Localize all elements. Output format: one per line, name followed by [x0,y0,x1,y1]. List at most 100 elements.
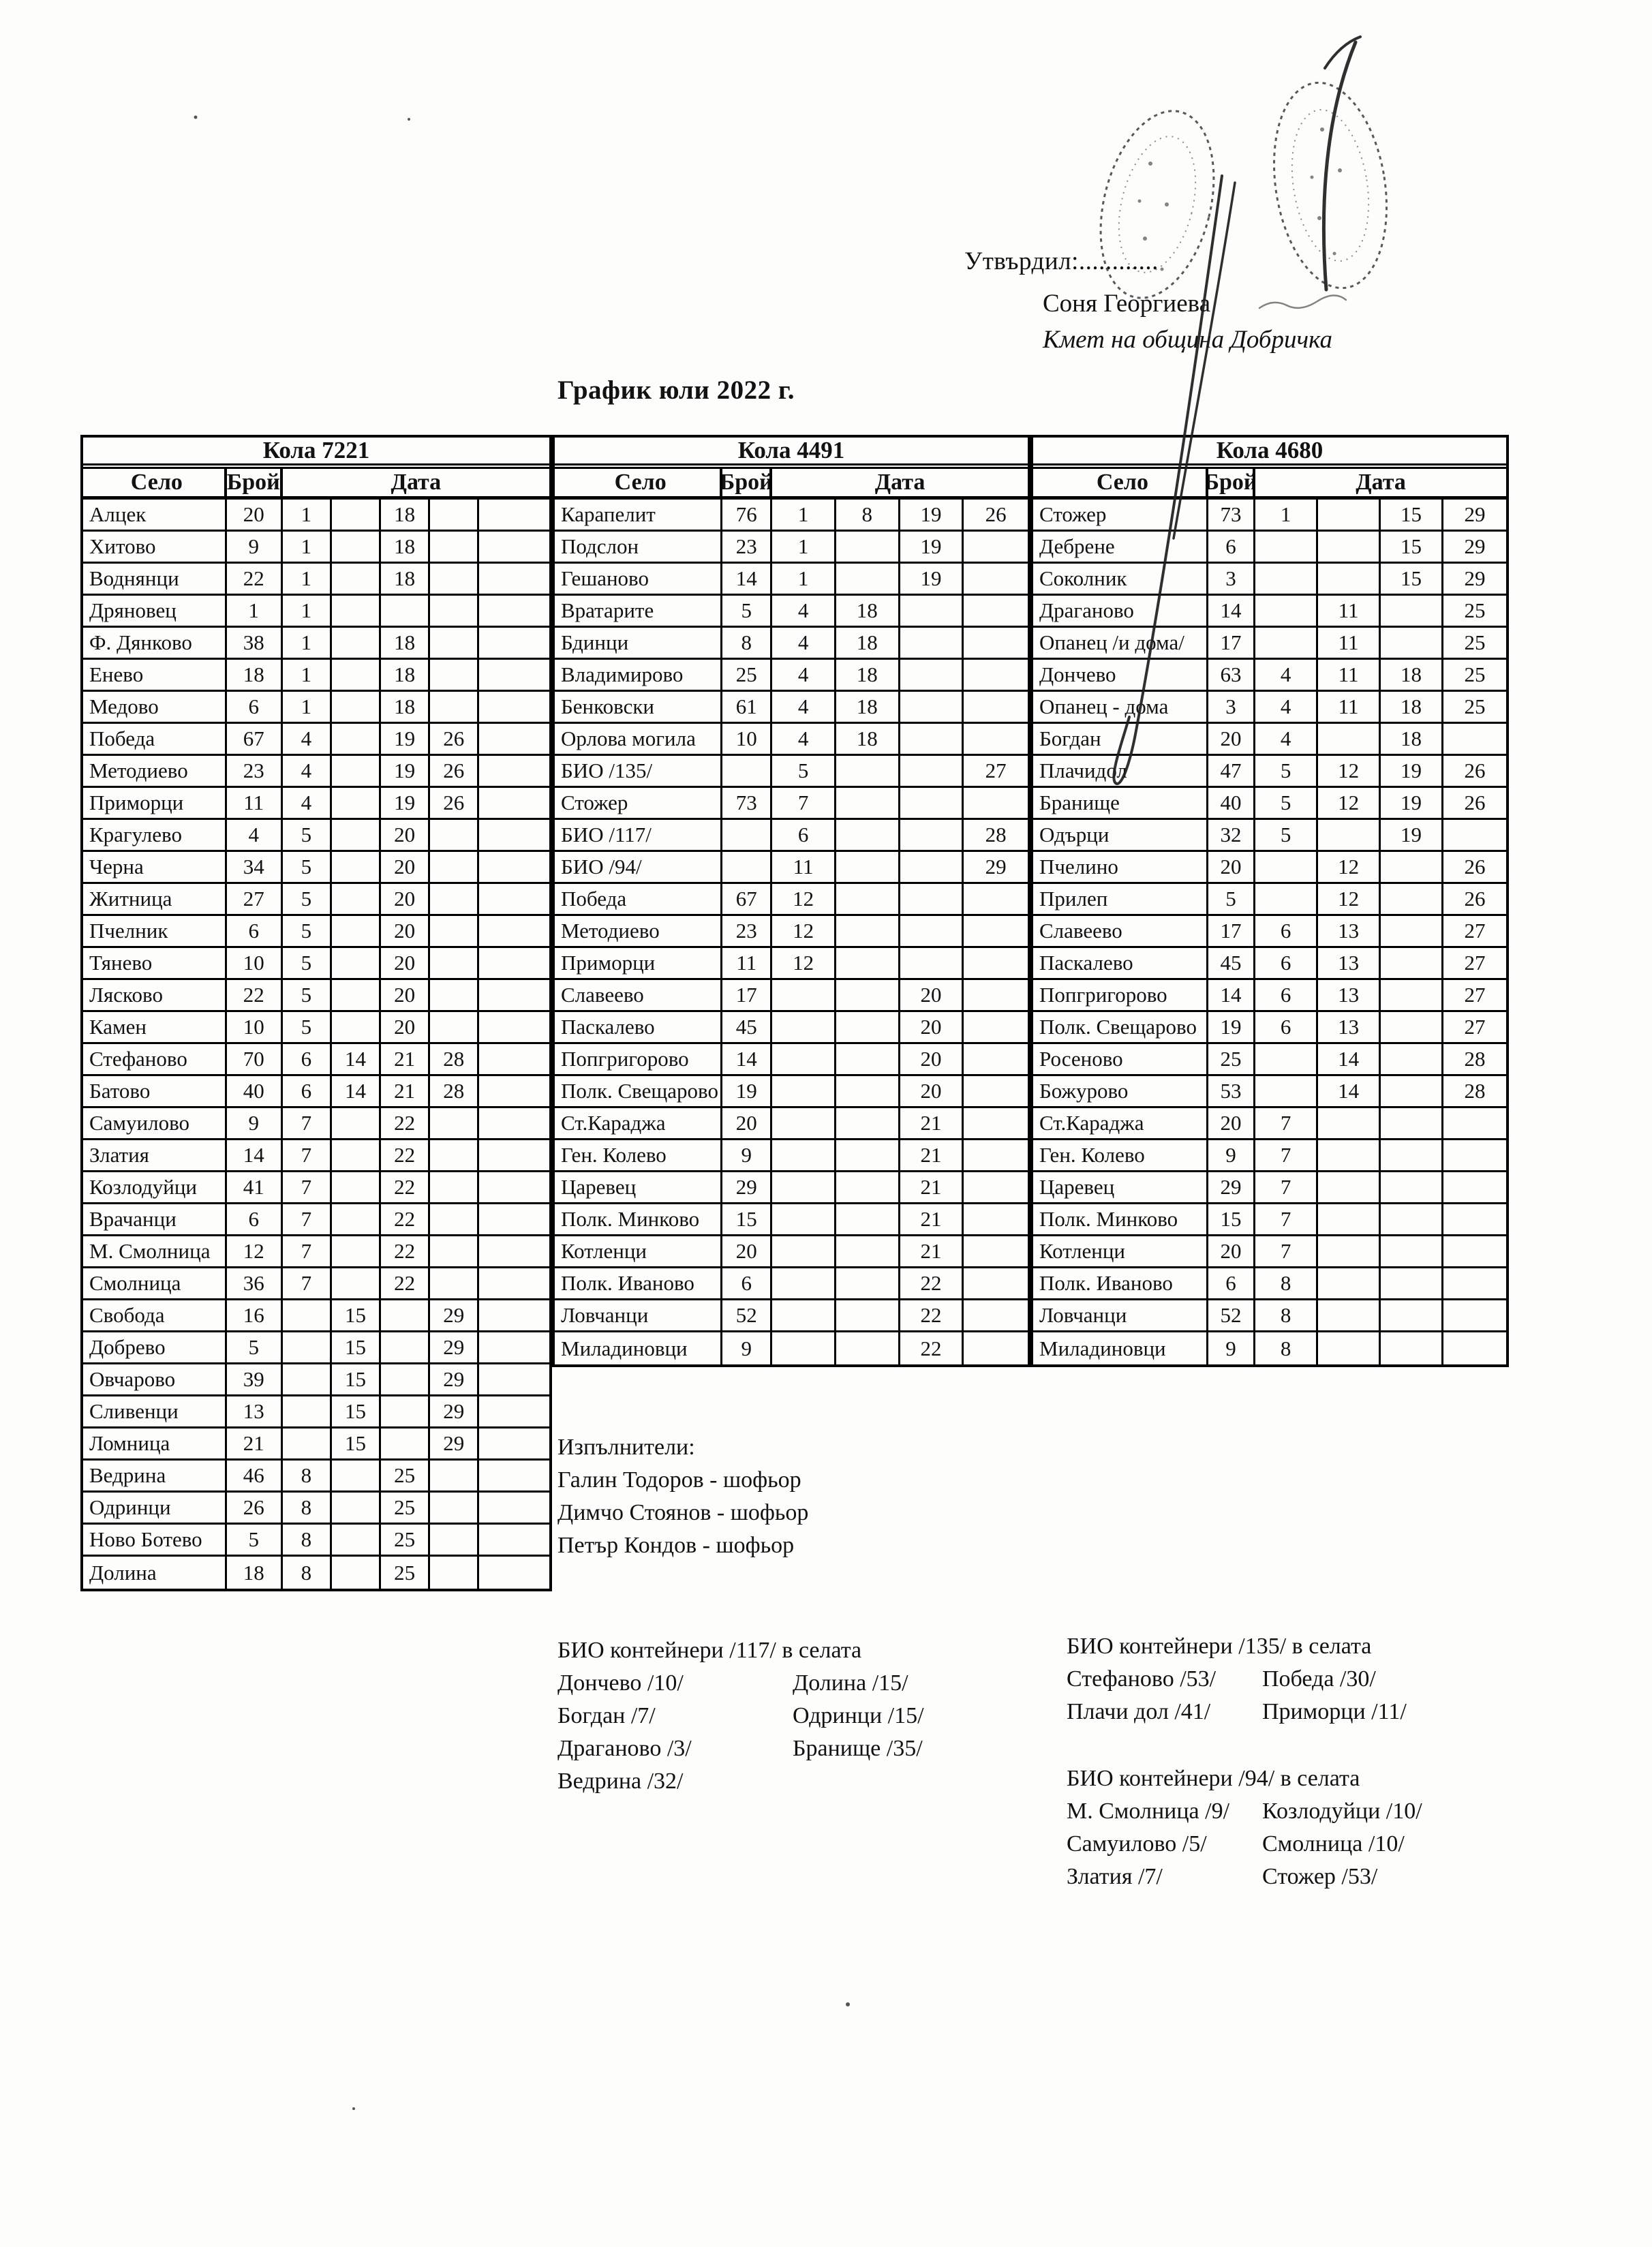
date-cell: 11 [772,852,836,882]
bio-item: Ведрина /32/ [557,1769,684,1794]
village-cell: Царевец [1033,1172,1208,1202]
date-cell [964,1012,1028,1042]
date-cell: 12 [772,948,836,978]
date-cell [1255,564,1319,594]
date-cell: 8 [283,1461,332,1491]
date-cell [900,820,964,850]
table-row: Ген. Колево 9 7 [1033,1140,1506,1172]
village-cell: Алцек [83,500,227,530]
village-cell: Бдинци [555,628,723,658]
table-row: Стожер 73 1 15 29 [1033,500,1506,532]
table-row: БИО /94/ 11 29 [555,852,1028,884]
date-cell [381,596,431,626]
table-row: Подслон 23 1 19 [555,532,1028,564]
date-cell [430,916,480,946]
date-cell [836,1204,900,1234]
empty-cell [479,628,549,658]
date-cell: 13 [1318,980,1381,1010]
date-cell [836,1012,900,1042]
date-cell [964,564,1028,594]
date-cell: 20 [381,948,431,978]
table-body: Алцек 20 1 18 Хитово 9 1 18 Воднянци 22 … [83,500,549,1589]
empty-cell [479,724,549,754]
date-cell: 7 [1255,1236,1319,1266]
date-cell [430,980,480,1010]
date-cell: 1 [772,564,836,594]
count-cell: 73 [722,788,773,818]
count-cell: 76 [722,500,773,530]
date-cell: 25 [1464,662,1486,686]
empty-cell [479,884,549,914]
empty-cell [479,1204,549,1234]
table-row: Соколник 3 15 29 [1033,564,1506,596]
date-cell: 7 [283,1268,332,1298]
count-cell: 18 [227,1557,283,1589]
count-column-header: Брой [227,469,283,496]
date-cell [964,532,1028,562]
village-cell: Медово [83,692,227,722]
village-cell: Божурово [1033,1076,1208,1106]
count-cell: 36 [227,1268,283,1298]
count-cell: 29 [722,1172,773,1202]
table-row: Опанец - дома 3 4 11 18 25 [1033,692,1506,724]
table-row: Карапелит 76 1 8 19 26 [555,500,1028,532]
date-cell: 4 [772,660,836,690]
village-cell: Батово [83,1076,227,1106]
date-cell: 19 [381,788,431,818]
table-body: Стожер 73 1 15 29 Дебрене 6 15 29 Соколн… [1033,500,1506,1364]
empty-cell [479,1493,549,1523]
date-cell [964,1076,1028,1106]
date-cell [964,1204,1028,1234]
date-cell [1381,1236,1444,1266]
village-cell: Хитово [83,532,227,562]
date-cell [1381,1332,1444,1364]
date-cell [1318,1332,1381,1364]
executor-item: Димчо Стоянов - шофьор [557,1500,809,1525]
date-cell [430,1268,480,1298]
date-cell: 5 [283,820,332,850]
empty-cell [479,852,549,882]
date-cell [430,1493,480,1523]
count-cell: 23 [722,916,773,946]
date-cell: 1 [283,596,332,626]
date-cell: 4 [772,628,836,658]
count-cell: 8 [722,628,773,658]
date-cell [430,948,480,978]
count-cell: 14 [722,1044,773,1074]
count-cell: 20 [1208,1236,1256,1266]
count-cell: 67 [722,884,773,914]
village-cell: Прилеп [1033,884,1208,914]
date-cell [772,1012,836,1042]
village-cell: Лясково [83,980,227,1010]
count-cell: 20 [1208,852,1256,882]
date-cell: 29 [1464,502,1486,526]
date-cell: 29 [430,1300,480,1330]
empty-cell [479,1236,549,1266]
date-cell [1381,1044,1444,1074]
table-row: Победа 67 12 [555,884,1028,916]
count-cell: 63 [1208,660,1256,690]
date-cell [964,692,1028,722]
date-cell [836,980,900,1010]
village-cell: Полк. Минково [555,1204,723,1234]
date-cell: 7 [283,1140,332,1170]
bio-column-right: Победа /30/ Приморци /11/ [1262,1663,1407,1728]
date-cell [283,1396,332,1426]
date-cell [964,628,1028,658]
village-cell: Одринци [83,1493,227,1523]
village-cell: Енево [83,660,227,690]
village-cell: Козлодуйци [83,1172,227,1202]
count-cell: 6 [1208,532,1256,562]
date-cell [332,724,382,754]
date-cell [1318,724,1381,754]
count-cell: 22 [227,980,283,1010]
count-cell: 9 [227,532,283,562]
bio-column-left: М. Смолница /9/ Самуилово /5/ Златия /7/ [1067,1795,1262,1893]
date-cell: 8 [283,1525,332,1555]
table-row: Козлодуйци 41 7 22 [83,1172,549,1204]
village-cell: БИО /117/ [555,820,723,850]
date-cell: 27 [1464,983,1486,1007]
village-cell: Полк. Иваново [1033,1268,1208,1298]
date-cell: 13 [1318,1012,1381,1042]
date-cell: 15 [332,1364,382,1394]
